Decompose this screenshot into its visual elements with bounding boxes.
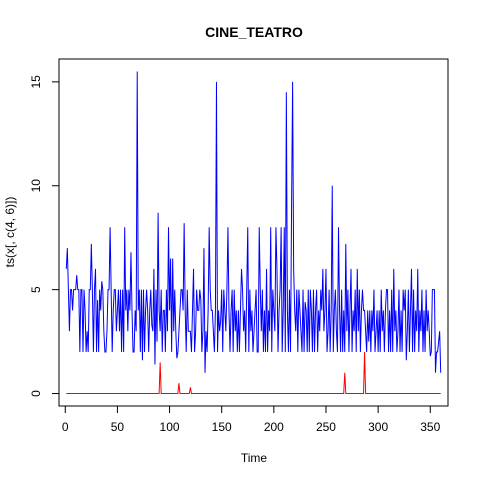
series-line-2 xyxy=(66,351,441,395)
series-line-1 xyxy=(65,71,442,373)
series-layer xyxy=(65,71,442,395)
chart-title: CINE_TEATRO xyxy=(205,24,303,40)
plot-area xyxy=(58,58,449,407)
x-axis: 0 50 100 150 200 250 300 350 xyxy=(62,405,441,434)
x-tick-label: 250 xyxy=(316,420,336,434)
y-axis: 0 5 10 15 xyxy=(29,75,60,397)
x-tick-label: 50 xyxy=(111,420,125,434)
y-tick-label: 10 xyxy=(29,179,43,193)
x-tick-label: 350 xyxy=(420,420,440,434)
x-axis-label: Time xyxy=(241,451,268,465)
x-tick-label: 200 xyxy=(264,420,284,434)
x-tick-label: 100 xyxy=(160,420,180,434)
x-tick-label: 300 xyxy=(368,420,388,434)
y-tick-label: 0 xyxy=(29,390,43,397)
y-tick-label: 5 xyxy=(29,286,43,293)
y-axis-label: ts(x[, c(4, 6)]) xyxy=(3,197,17,268)
x-tick-label: 0 xyxy=(62,420,69,434)
x-tick-label: 150 xyxy=(212,420,232,434)
y-tick-label: 15 xyxy=(29,75,43,89)
